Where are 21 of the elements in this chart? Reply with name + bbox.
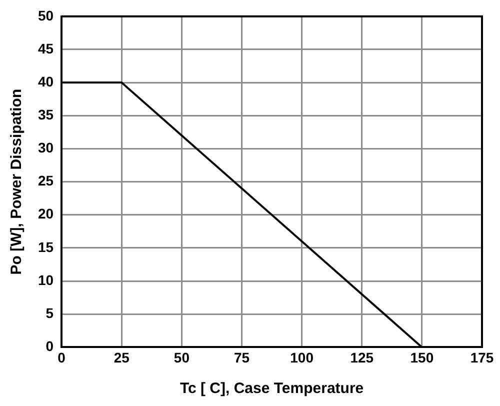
y-axis-title: Po [W], Power Dissipation [8,88,26,275]
x-tick-label: 150 [410,349,434,366]
y-tick-label: 25 [38,172,54,189]
y-tick-label: 30 [38,140,54,156]
y-tick-label: 35 [38,106,54,122]
x-tick-label: 175 [470,349,494,366]
x-tick-label: 75 [234,349,250,366]
x-tick-label: 25 [114,349,130,366]
y-tick-label: 0 [46,338,54,354]
y-tick-label: 50 [38,7,54,24]
x-axis-title: Tc [ C], Case Temperature [180,380,364,398]
x-tick-label: 125 [350,349,374,366]
x-tick-label: 100 [290,349,314,366]
x-tick-label: 0 [58,349,66,366]
y-tick-label: 5 [46,304,54,321]
y-tick-label: 10 [38,272,54,288]
y-tick-label: 20 [38,206,54,222]
y-tick-label: 15 [38,238,54,255]
x-tick-label: 50 [174,349,190,366]
y-tick-label: 45 [38,40,54,56]
y-tick-label: 40 [38,73,54,90]
